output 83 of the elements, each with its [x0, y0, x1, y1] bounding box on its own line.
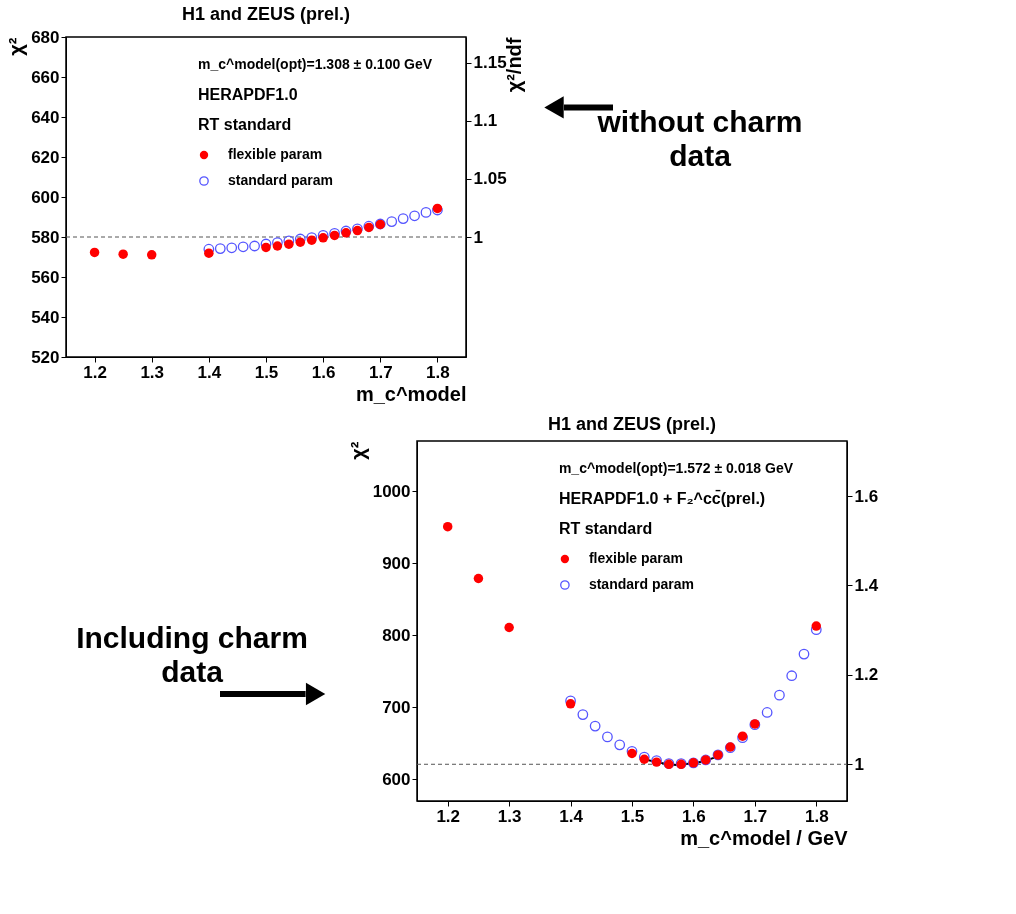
- annotation: m_c^model(opt)=1.572 ± 0.018 GeV: [558, 460, 794, 476]
- y-tick-label: 800: [382, 625, 411, 645]
- y-tick-label: 600: [31, 187, 60, 207]
- point: [602, 731, 613, 743]
- text: without charm data: [596, 105, 803, 173]
- point: [204, 248, 214, 258]
- point: [214, 243, 226, 254]
- y-tick-label: 540: [31, 307, 60, 327]
- point: [397, 213, 409, 224]
- point: [442, 521, 453, 532]
- x-tick-label: 1.3: [140, 362, 165, 382]
- point: [146, 250, 157, 260]
- point: [272, 241, 283, 251]
- x-tick-label: 1.2: [83, 362, 107, 382]
- point: [565, 699, 576, 709]
- point: [409, 210, 420, 222]
- point: [798, 648, 810, 660]
- x-tick-label: 1.4: [559, 806, 584, 826]
- point: [420, 207, 432, 218]
- annotation: HERAPDF1.0 + F₂^cc̄(prel.): [558, 489, 766, 507]
- y-tick-label: 580: [31, 227, 60, 247]
- point: [386, 216, 398, 227]
- annotation: HERAPDF1.0: [198, 86, 298, 103]
- point: [237, 241, 249, 253]
- point: [614, 739, 626, 751]
- chart-title: H1 and ZEUS (prel.): [181, 4, 351, 24]
- legend-label: flexible param: [228, 146, 323, 162]
- legend-label: standard param: [588, 576, 694, 592]
- x-tick-label: 1.5: [620, 806, 645, 826]
- y-tick-label: 520: [31, 347, 60, 367]
- point: [261, 242, 271, 253]
- x-tick-label: 1.6: [311, 362, 336, 382]
- x-axis-title: m_c^model: [355, 382, 467, 405]
- point: [577, 709, 589, 720]
- x-tick-label: 1.7: [743, 806, 768, 826]
- y-tick-label: 640: [31, 107, 60, 127]
- y-tick-label: 620: [31, 147, 60, 167]
- y-tick-label: 900: [382, 553, 411, 573]
- y-axis-title: χ²: [5, 37, 28, 56]
- x-tick-label: 1.8: [804, 806, 829, 826]
- x-axis-title: m_c^model / GeV: [680, 826, 849, 849]
- point: [504, 622, 514, 633]
- y-tick-label: 700: [382, 697, 411, 717]
- y-tick-label: 600: [382, 769, 411, 789]
- y2-tick-label: 1.2: [854, 665, 879, 685]
- x-tick-label: 1.5: [254, 362, 279, 382]
- y2-tick-label: 1.6: [854, 486, 879, 506]
- legend-label: flexible param: [588, 550, 684, 566]
- point: [811, 621, 822, 631]
- point: [89, 247, 100, 258]
- y2-tick-label: 1.4: [854, 575, 879, 595]
- point: [473, 573, 484, 584]
- y-tick-label: 660: [31, 67, 60, 87]
- point: [226, 242, 238, 254]
- y-tick-label: 560: [31, 267, 60, 287]
- y-axis-title: χ²: [346, 441, 369, 460]
- y-tick-label: 680: [31, 27, 60, 47]
- x-tick-label: 1.6: [682, 806, 706, 826]
- point: [589, 720, 601, 732]
- x-tick-label: 1.8: [426, 362, 450, 382]
- text: Including charm data: [76, 621, 308, 688]
- annotation: RT standard: [558, 520, 653, 537]
- x-tick-label: 1.7: [368, 362, 393, 382]
- y2-tick-label: 1: [854, 754, 864, 774]
- point: [118, 249, 128, 259]
- point: [249, 240, 260, 252]
- x-tick-label: 1.2: [436, 806, 461, 826]
- point: [761, 707, 773, 718]
- chart-title: H1 and ZEUS (prel.): [547, 414, 717, 435]
- y2-tick-label: 1.15: [473, 53, 507, 73]
- y-tick-label: 1000: [372, 481, 411, 501]
- x-tick-label: 1.4: [197, 362, 222, 382]
- point: [295, 237, 306, 247]
- legend-label: standard param: [228, 172, 334, 188]
- x-tick-label: 1.3: [497, 806, 522, 826]
- annotation: m_c^model(opt)=1.308 ± 0.100 GeV: [198, 56, 433, 72]
- point: [786, 670, 798, 682]
- point: [774, 689, 785, 701]
- y2-tick-label: 1.1: [473, 111, 498, 131]
- annotation: RT standard: [198, 116, 292, 133]
- y2-tick-label: 1.05: [473, 169, 507, 189]
- point: [284, 239, 294, 249]
- y2-tick-label: 1: [473, 227, 483, 247]
